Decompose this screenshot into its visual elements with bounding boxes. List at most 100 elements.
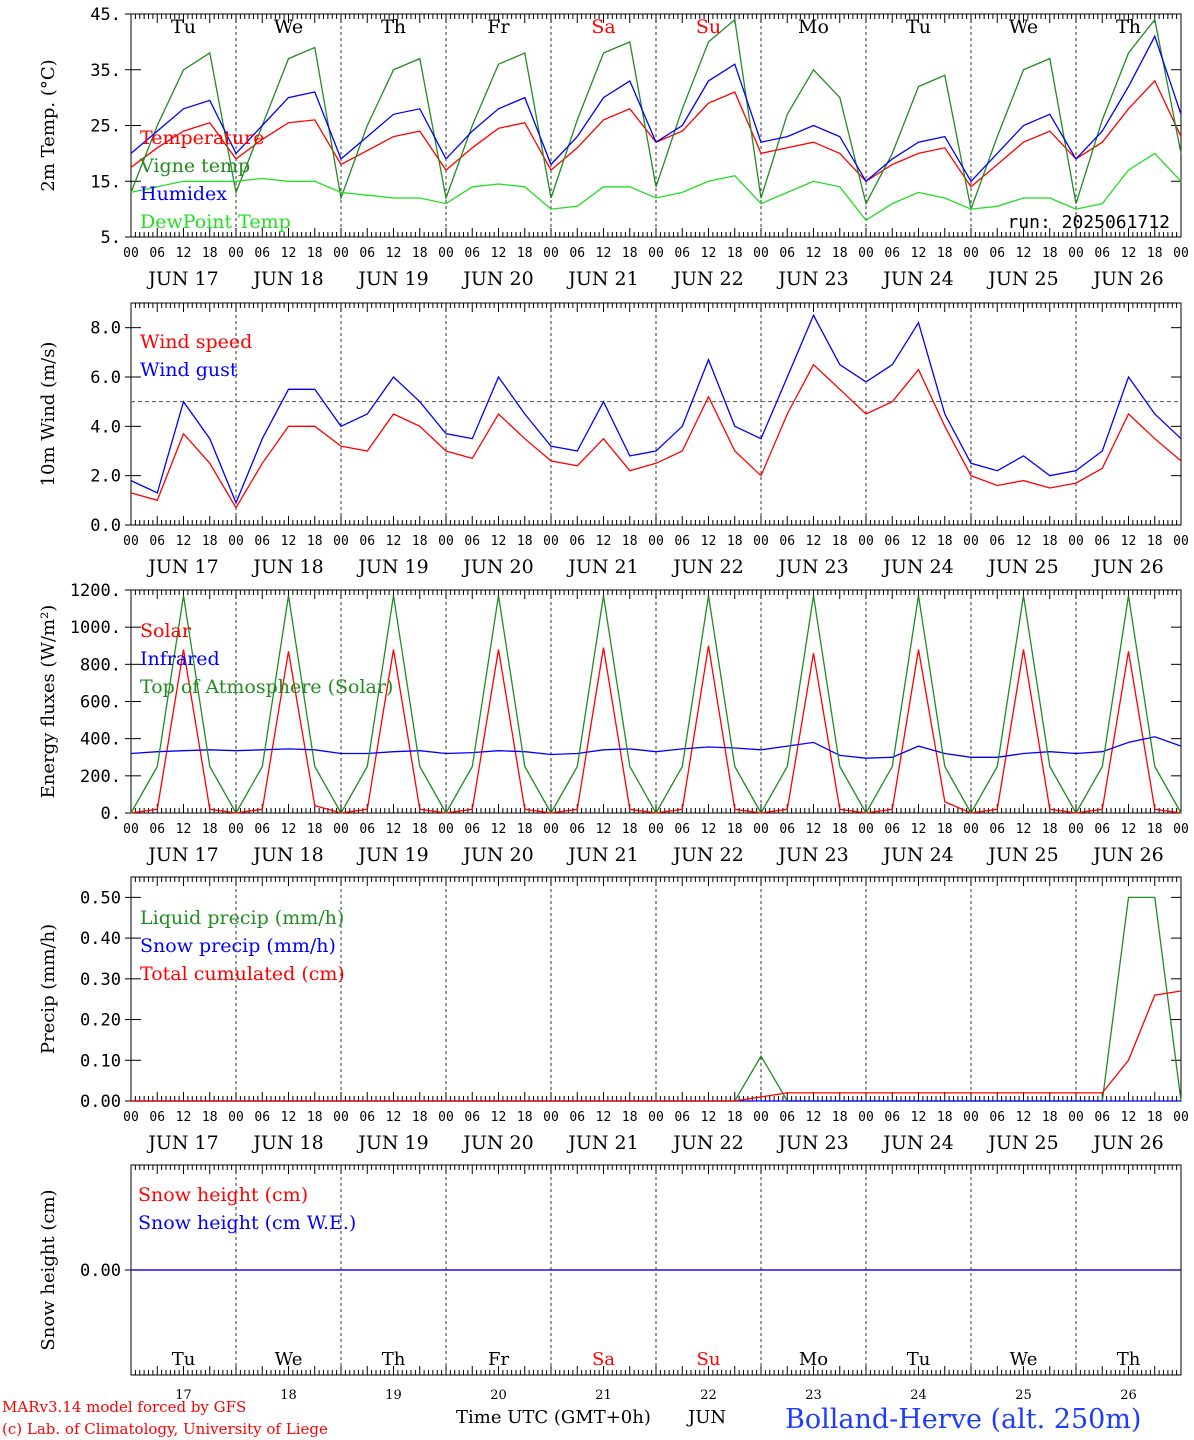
hour-label: 18 [202,534,218,549]
hour-label: 00 [648,246,664,261]
hour-label: 18 [517,534,533,549]
hour-label: 18 [1147,534,1163,549]
y-tick-label: 6.0 [90,368,121,388]
series-line-precip-2 [131,990,1182,1102]
hour-label: 18 [727,246,743,261]
date-label: JUN 26 [1091,844,1163,866]
date-label: JUN 21 [566,844,638,866]
hour-label: 18 [727,822,743,837]
day-number: 18 [280,1388,297,1403]
date-label: JUN 23 [776,1132,848,1154]
station-label: Bolland-Herve (alt. 250m) [785,1404,1141,1435]
hour-label: 12 [806,534,822,549]
legend-entry: Snow height (cm) [138,1184,308,1206]
hour-label: 12 [281,1110,297,1125]
lab-credit: (c) Lab. of Climatology, University of L… [2,1420,328,1438]
date-label: JUN 25 [986,268,1058,290]
legend-entry: Temperature [140,127,264,149]
month-label: JUN [686,1407,726,1428]
series-line-energy-1 [130,736,1182,759]
hour-label: 18 [832,246,848,261]
y-axis-label: 2m Temp. (°C) [38,59,59,191]
legend-entry: Total cumulated (cm) [140,963,345,985]
hour-label: 06 [674,246,690,261]
hour-label: 06 [884,246,900,261]
hour-label: 06 [359,534,375,549]
hour-label: 06 [149,1110,165,1125]
y-tick-label: 0.10 [80,1051,121,1071]
hour-label: 06 [1094,1110,1110,1125]
hour-label: 12 [1016,246,1032,261]
date-label: JUN 22 [671,844,743,866]
hour-label: 06 [464,1110,480,1125]
day-number: 22 [700,1388,717,1403]
day-name: Th [1117,1349,1141,1370]
hour-label: 00 [858,534,874,549]
hour-label: 18 [412,534,428,549]
hour-label: 12 [491,1110,507,1125]
hour-label: 00 [1173,822,1189,837]
y-tick-label: 0.0 [90,516,121,536]
hour-label: 00 [333,1110,349,1125]
hour-label: 06 [149,822,165,837]
date-label: JUN 22 [671,556,743,578]
hour-label: 00 [228,246,244,261]
hour-label: 18 [202,1110,218,1125]
y-tick-label: 800. [80,655,121,675]
hour-label: 00 [858,1110,874,1125]
hour-label: 12 [596,246,612,261]
series-line-temp-1 [130,18,1182,212]
hour-label: 18 [307,246,323,261]
hour-label: 12 [596,534,612,549]
hour-label: 12 [911,246,927,261]
hour-label: 12 [806,822,822,837]
hour-label: 00 [543,822,559,837]
hour-label: 00 [648,1110,664,1125]
hour-label: 12 [701,822,717,837]
legend-entry: Solar [140,620,192,642]
date-label: JUN 20 [461,268,533,290]
hour-label: 00 [963,246,979,261]
hour-label: 12 [176,534,192,549]
hour-label: 12 [806,1110,822,1125]
hour-label: 12 [176,822,192,837]
date-label: JUN 20 [461,1132,533,1154]
hour-label: 00 [123,1110,139,1125]
model-credit: MARv3.14 model forced by GFS [2,1398,246,1416]
day-name: Mo [799,1349,828,1370]
y-tick-label: 600. [80,693,121,713]
y-tick-label: 400. [80,730,121,750]
day-number: 20 [490,1388,507,1403]
hour-label: 18 [517,246,533,261]
date-label: JUN 24 [881,1132,953,1154]
hour-label: 00 [438,534,454,549]
hour-label: 12 [701,246,717,261]
hour-label: 06 [989,246,1005,261]
hour-label: 00 [648,534,664,549]
hour-label: 18 [937,1110,953,1125]
hour-label: 18 [622,1110,638,1125]
series-line-temp-3 [130,152,1182,222]
hour-label: 00 [543,534,559,549]
hour-label: 18 [832,822,848,837]
hour-label: 06 [464,246,480,261]
y-tick-label: 0.20 [80,1011,121,1031]
hour-label: 06 [569,534,585,549]
day-name: Sa [592,1349,615,1370]
date-label: JUN 22 [671,268,743,290]
hour-label: 00 [753,822,769,837]
date-label: JUN 25 [986,1132,1058,1154]
hour-label: 18 [307,822,323,837]
day-number: 25 [1015,1388,1032,1403]
hour-label: 00 [1068,822,1084,837]
y-tick-label: 0. [101,804,121,824]
date-label: JUN 19 [356,268,428,290]
day-name: Tu [906,16,931,38]
hour-label: 06 [254,1110,270,1125]
hour-label: 06 [674,1110,690,1125]
time-axis-label: Time UTC (GMT+0h) [456,1407,651,1428]
hour-label: 06 [1094,822,1110,837]
day-name: Th [382,1349,406,1370]
date-label: JUN 25 [986,844,1058,866]
footer: MARv3.14 model forced by GFS (c) Lab. of… [2,1398,1141,1438]
